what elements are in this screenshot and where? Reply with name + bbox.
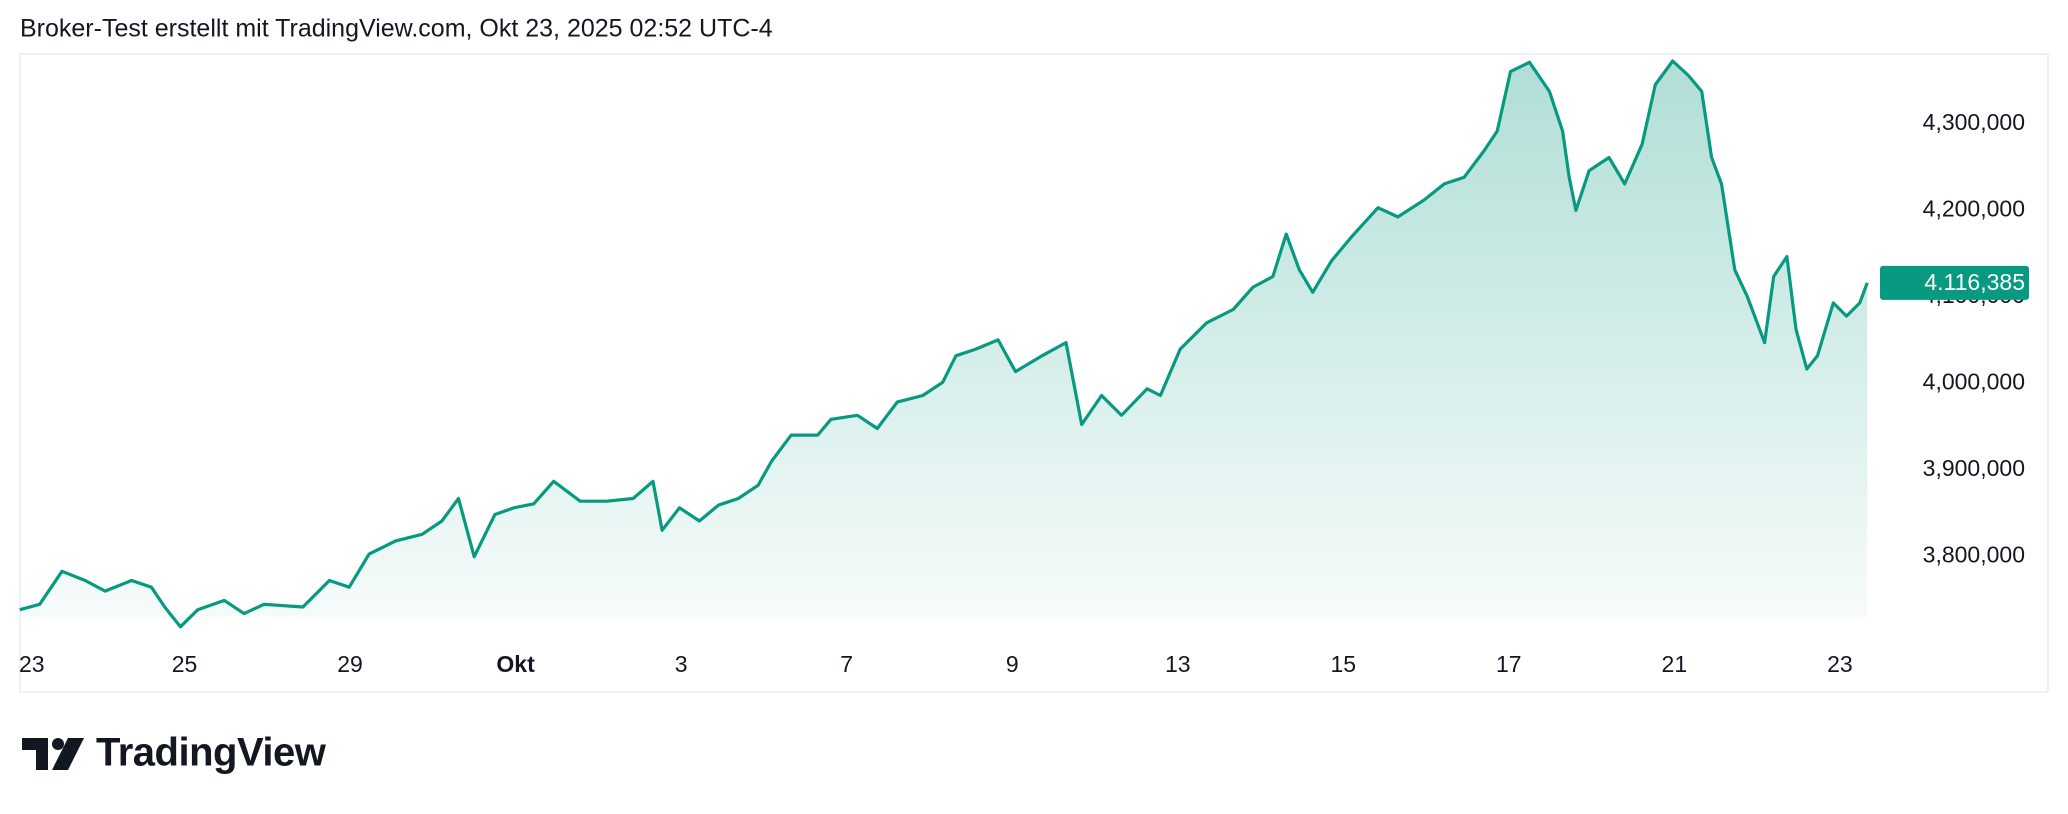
logo-icon bbox=[22, 738, 48, 770]
x-tick-label: 23 bbox=[1827, 651, 1853, 677]
x-tick-label: 13 bbox=[1165, 651, 1191, 677]
chart-title: Broker-Test erstellt mit TradingView.com… bbox=[20, 15, 773, 43]
y-tick-label: 3,900,000 bbox=[1923, 455, 2025, 481]
y-tick-label: 4,000,000 bbox=[1923, 369, 2025, 395]
area-fill bbox=[19, 61, 1868, 627]
y-tick-label: 4,300,000 bbox=[1923, 109, 2025, 135]
x-tick-label: 23 bbox=[19, 651, 45, 677]
x-tick-label: 29 bbox=[337, 651, 363, 677]
last-price-label: 4.116,385 bbox=[1924, 269, 2025, 295]
logo bbox=[22, 738, 84, 770]
x-tick-label: 9 bbox=[1006, 651, 1019, 677]
x-tick-label: 3 bbox=[675, 651, 688, 677]
x-tick-label: 7 bbox=[840, 651, 853, 677]
logo-icon bbox=[52, 738, 84, 770]
x-tick-label: 15 bbox=[1330, 651, 1356, 677]
x-tick-label: Okt bbox=[496, 651, 535, 677]
y-tick-label: 4,200,000 bbox=[1923, 196, 2025, 222]
price-line bbox=[19, 59, 1869, 629]
x-tick-label: 17 bbox=[1496, 651, 1522, 677]
chart-pane bbox=[19, 53, 2049, 693]
x-tick-label: 21 bbox=[1662, 651, 1688, 677]
logo-icon bbox=[52, 738, 64, 750]
brand-name: TradingView bbox=[96, 731, 327, 775]
y-tick-label: 3,800,000 bbox=[1923, 542, 2025, 568]
last-price-badge bbox=[1880, 265, 2029, 300]
x-tick-label: 25 bbox=[172, 651, 198, 677]
